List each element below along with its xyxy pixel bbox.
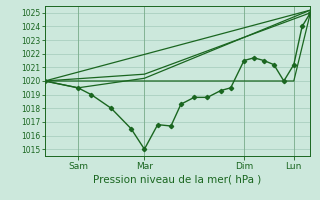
X-axis label: Pression niveau de la mer( hPa ): Pression niveau de la mer( hPa ) (93, 175, 262, 185)
